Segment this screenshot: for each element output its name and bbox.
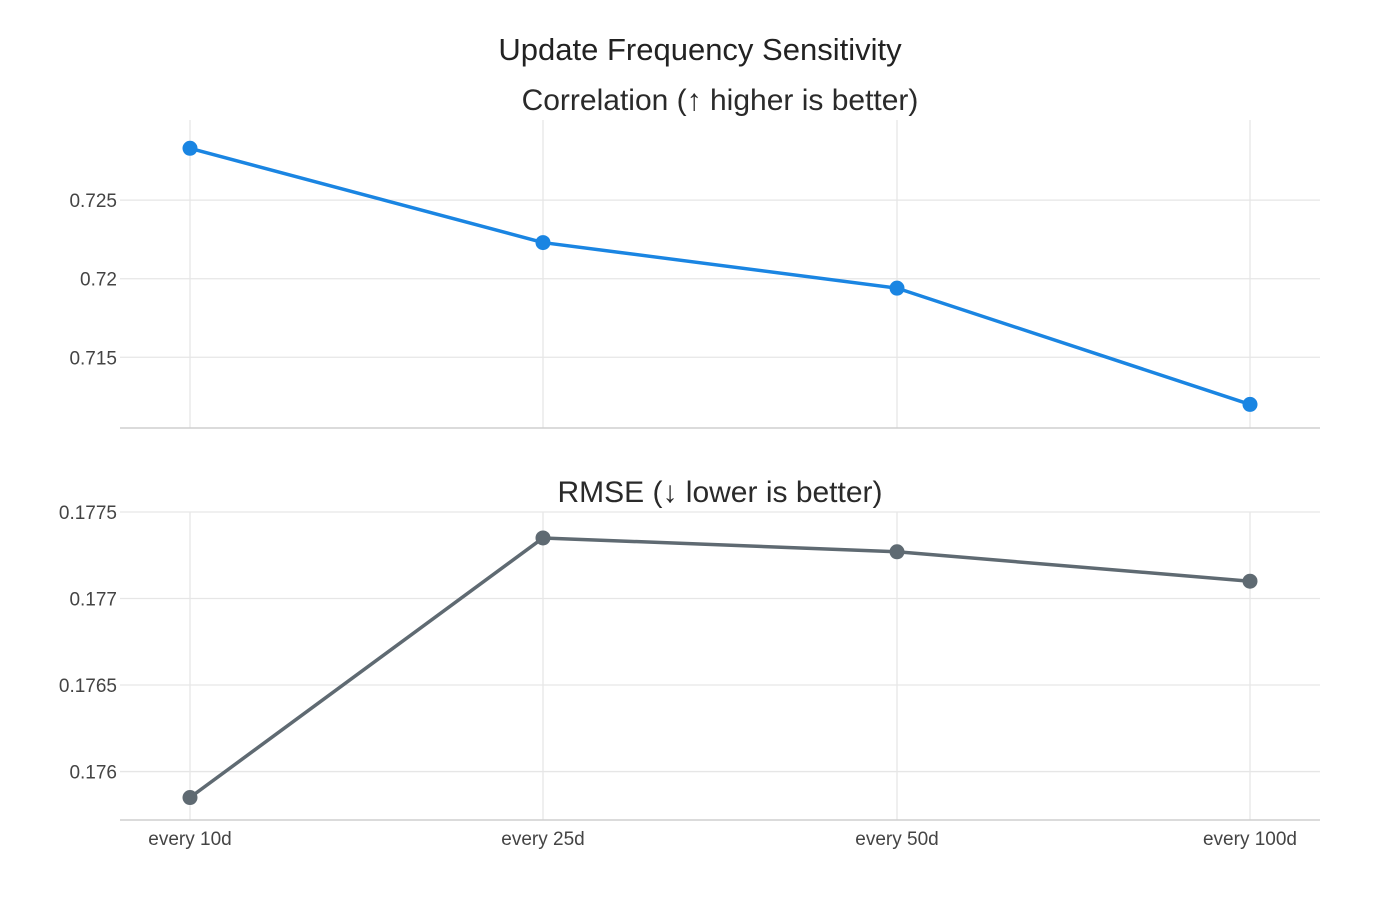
- rmse-ytick-label: 0.176: [69, 763, 117, 784]
- correlation-ytick-label: 0.715: [69, 348, 117, 369]
- correlation-series-line: [188, 146, 1252, 407]
- correlation-ytick-label: 0.725: [69, 191, 117, 212]
- rmse-panel: RMSE (↓ lower is better) 0.176 0.1765 0.177…: [59, 476, 1320, 850]
- figure-title: Update Frequency Sensitivity: [498, 32, 902, 67]
- xtick-label: every 25d: [501, 829, 584, 850]
- rmse-point-every-10d[interactable]: [182, 790, 198, 806]
- correlation-point-every-50d[interactable]: [889, 280, 905, 296]
- rmse-ytick-label: 0.1765: [59, 676, 117, 697]
- correlation-panel: Correlation (↑ higher is better) 0.715 0.7…: [69, 84, 1320, 429]
- correlation-panel-title: Correlation (↑ higher is better): [522, 84, 919, 117]
- rmse-point-every-25d[interactable]: [535, 530, 551, 546]
- correlation-point-every-10d[interactable]: [182, 140, 198, 156]
- rmse-ytick-label: 0.1775: [59, 503, 117, 524]
- xtick-label: every 50d: [855, 829, 938, 850]
- rmse-point-every-50d[interactable]: [889, 544, 905, 560]
- rmse-ytick-label: 0.177: [69, 590, 117, 611]
- rmse-series-line: [188, 536, 1252, 800]
- correlation-point-every-100d[interactable]: [1242, 396, 1258, 412]
- correlation-ytick-label: 0.72: [80, 270, 117, 291]
- xtick-label: every 10d: [148, 829, 231, 850]
- correlation-point-every-25d[interactable]: [535, 235, 551, 251]
- rmse-panel-title: RMSE (↓ lower is better): [557, 476, 882, 509]
- rmse-point-every-100d[interactable]: [1242, 573, 1258, 589]
- xtick-label: every 100d: [1203, 829, 1297, 850]
